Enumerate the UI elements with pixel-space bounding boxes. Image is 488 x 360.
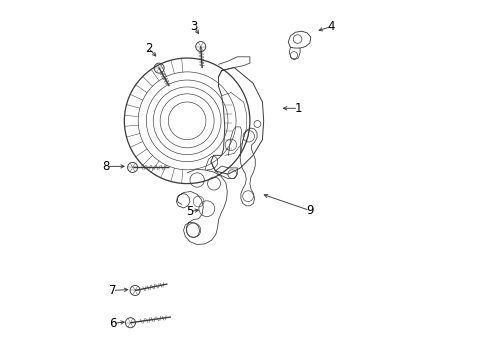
Text: 8: 8 [102,160,110,173]
Text: 4: 4 [327,20,334,33]
Text: 6: 6 [108,317,116,330]
Text: 1: 1 [294,102,302,115]
Text: 2: 2 [144,41,152,54]
Text: 7: 7 [108,284,116,297]
Text: 9: 9 [305,204,313,217]
Text: 3: 3 [189,20,197,33]
Text: 5: 5 [186,205,193,218]
